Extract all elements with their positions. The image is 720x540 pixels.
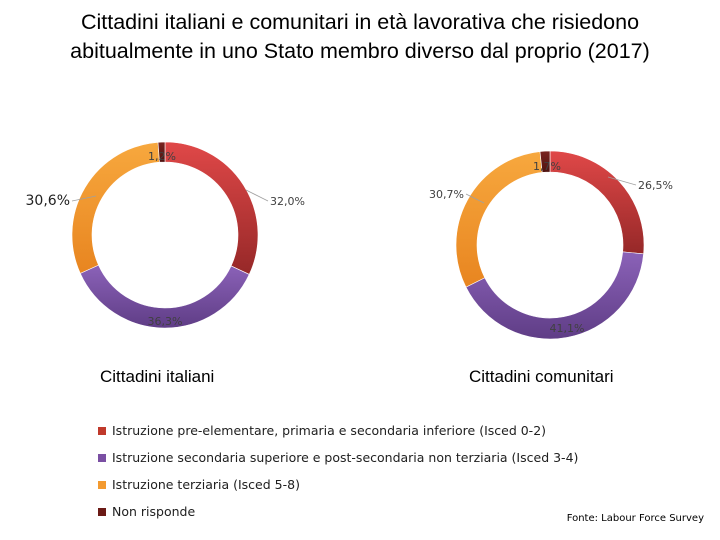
donut-comunitari: 26,5% 41,1% 30,7% 1,7% [429,150,673,340]
slice-isced-0-2 [549,150,645,255]
title-line-1: Cittadini italiani e comunitari in età l… [80,10,640,34]
legend-label: Istruzione terziaria (Isced 5-8) [112,477,300,492]
slice-non-risponde [157,141,166,163]
slice-non-risponde [539,150,551,173]
data-label: 41,1% [550,322,585,335]
data-label: 1,7% [533,160,561,173]
data-label: 30,7% [429,188,464,201]
legend-label: Istruzione secondaria superiore e post-s… [112,450,579,465]
donut-italiani: 32,0% 36,3% 30,6% 1,2% [26,141,305,329]
label-leader-line [607,176,637,186]
legend-label: Non risponde [112,504,196,519]
title-line-2: abitualmente in uno Stato membro diverso… [70,39,650,63]
data-label: 1,2% [148,150,176,163]
slice-isced-5-8 [71,141,160,274]
data-label: 26,5% [638,179,673,192]
donut-title-italiani: Cittadini italiani [100,367,215,386]
label-leader-line [71,195,97,202]
slice-isced-5-8 [455,151,543,288]
data-label: 32,0% [270,195,305,208]
source-note: Fonte: Labour Force Survey [566,513,704,524]
label-leader-line [245,189,269,202]
legend-swatch [98,454,106,462]
chart-title: Cittadini italiani e comunitari in età l… [0,8,720,66]
legend-swatch [98,508,106,516]
legend-swatch [98,481,106,489]
data-label: 36,3% [148,315,183,328]
donut-title-comunitari: Cittadini comunitari [469,367,614,386]
data-label: 30,6% [26,193,70,209]
slice-isced-0-2 [164,141,259,275]
legend-swatch [98,427,106,435]
legend-label: Istruzione pre-elementare, primaria e se… [112,423,547,438]
label-leader-line [465,193,485,204]
